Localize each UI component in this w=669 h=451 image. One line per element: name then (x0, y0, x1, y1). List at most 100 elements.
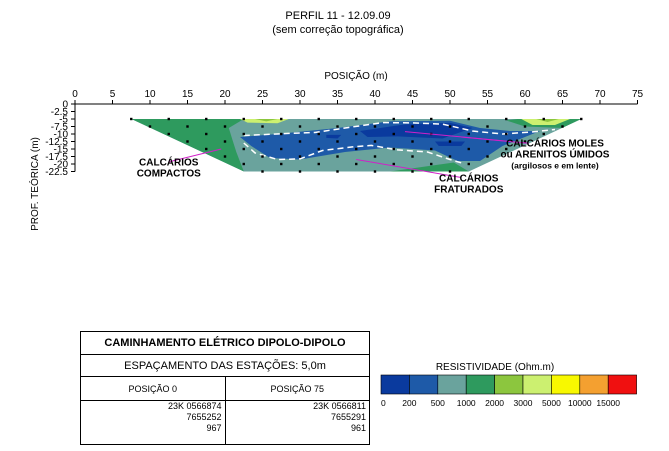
data-point (298, 155, 302, 158)
resistivity-zone (326, 134, 342, 139)
data-point (448, 170, 452, 173)
resistivity-zone (255, 119, 278, 122)
y-tick-label: -17.5 (45, 152, 68, 163)
legend-swatch (551, 374, 581, 395)
data-point (392, 132, 395, 136)
y-tick-label: -20 (54, 160, 69, 171)
annotation-label: CALCÁRIOS (439, 171, 499, 184)
data-point (298, 170, 302, 173)
x-tick-label: 15 (182, 89, 194, 100)
y-tick-label: -5 (59, 115, 68, 126)
x-tick-label: 10 (144, 89, 156, 100)
data-point (205, 147, 208, 151)
data-point (148, 125, 152, 128)
legend-swatch (579, 374, 609, 395)
legend-label: 200 (402, 398, 416, 408)
data-point (317, 132, 320, 136)
data-point (411, 125, 414, 128)
annotation-label: CALCÁRIOS MOLES (506, 137, 604, 150)
x-tick-label: 5 (110, 89, 116, 100)
data-point (336, 125, 339, 128)
data-point (223, 155, 227, 158)
data-point (561, 125, 564, 128)
start-utm-easting: 23K 0566874 (167, 401, 222, 411)
annotation-label: COMPACTOS (137, 169, 201, 180)
legend-label: 1000 (457, 398, 476, 408)
legend-label: 2000 (485, 398, 504, 408)
x-tick-label: 65 (557, 89, 569, 100)
data-point (336, 140, 339, 143)
legend-label: 15000 (596, 398, 620, 408)
data-point (580, 117, 583, 121)
data-point (186, 140, 189, 143)
data-point (261, 170, 264, 173)
section-layer (130, 117, 583, 173)
x-tick-label: 0 (72, 89, 78, 100)
data-point (336, 170, 339, 173)
data-point (130, 117, 133, 121)
chart-title: PERFIL 11 - 12.09.09 (285, 10, 390, 22)
data-point (373, 125, 377, 128)
y-tick-label: -10 (54, 130, 69, 141)
data-point (448, 125, 452, 128)
resistivity-zone (240, 120, 540, 161)
x-tick-label: 45 (407, 89, 419, 100)
interpreted-boundary-line (243, 121, 556, 137)
chart-subtitle: (sem correção topográfica) (272, 24, 403, 36)
data-point (486, 140, 489, 143)
survey-info-table: CAMINHAMENTO ELÉTRICO DIPOLO-DIPOLO ESPA… (80, 331, 371, 445)
data-point (261, 155, 264, 158)
resistivity-zone (521, 119, 570, 125)
data-point (242, 147, 245, 151)
resistivity-zone (360, 122, 473, 139)
data-point (542, 132, 545, 136)
x-tick-label: 30 (294, 89, 306, 100)
data-point (317, 117, 320, 121)
annotation-sublabel: (argilosos e em lente) (511, 161, 599, 171)
data-point (373, 170, 377, 173)
resistivity-zone (390, 162, 469, 172)
data-point (373, 140, 377, 143)
legend-label: 10000 (568, 398, 592, 408)
data-point (430, 147, 433, 151)
data-point (205, 132, 208, 136)
station-spacing: ESPAÇAMENTO DAS ESTAÇÕES: 5,0m (80, 354, 370, 377)
y-tick-label: -22.5 (45, 167, 68, 178)
data-point (505, 147, 508, 151)
start-elevation: 967 (206, 423, 222, 433)
resistivity-zone (435, 141, 465, 146)
data-point (298, 140, 302, 143)
data-point (430, 117, 433, 121)
legend-swatch (409, 374, 439, 395)
annotation-pointer (168, 148, 222, 163)
data-point (298, 125, 302, 128)
x-tick-label: 20 (219, 89, 231, 100)
data-point (430, 162, 433, 166)
data-point (167, 132, 170, 136)
y-tick-label: -12.5 (45, 137, 68, 148)
legend-label: 500 (431, 398, 445, 408)
data-point (280, 162, 283, 166)
data-point (355, 162, 358, 166)
x-tick-label: 40 (369, 89, 381, 100)
data-point (355, 132, 358, 136)
resistivity-zone (131, 119, 244, 172)
legend-swatch (437, 374, 467, 395)
data-point (317, 162, 320, 166)
data-point (411, 170, 414, 173)
end-elevation: 961 (350, 423, 366, 433)
data-point (336, 155, 339, 158)
y-tick-label: -15 (54, 145, 69, 156)
resistivity-zone (240, 119, 289, 124)
x-tick-label: 35 (332, 89, 344, 100)
data-point (467, 117, 470, 121)
axis-layer: 0 5 10 15 20 25 30 35 40 45 50 55 60 65 70 75 0-2.5-5-7.… (45, 89, 643, 178)
start-utm-northing: 7655252 (186, 412, 222, 422)
data-point (523, 125, 527, 128)
start-position-header: POSIÇÃO 0 (80, 376, 226, 401)
annotation-label: CALCÁRIOS (139, 156, 199, 169)
data-point (373, 155, 377, 158)
data-point (448, 155, 452, 158)
